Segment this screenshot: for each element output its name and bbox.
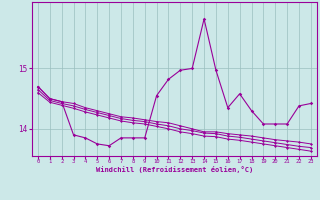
X-axis label: Windchill (Refroidissement éolien,°C): Windchill (Refroidissement éolien,°C) — [96, 166, 253, 173]
